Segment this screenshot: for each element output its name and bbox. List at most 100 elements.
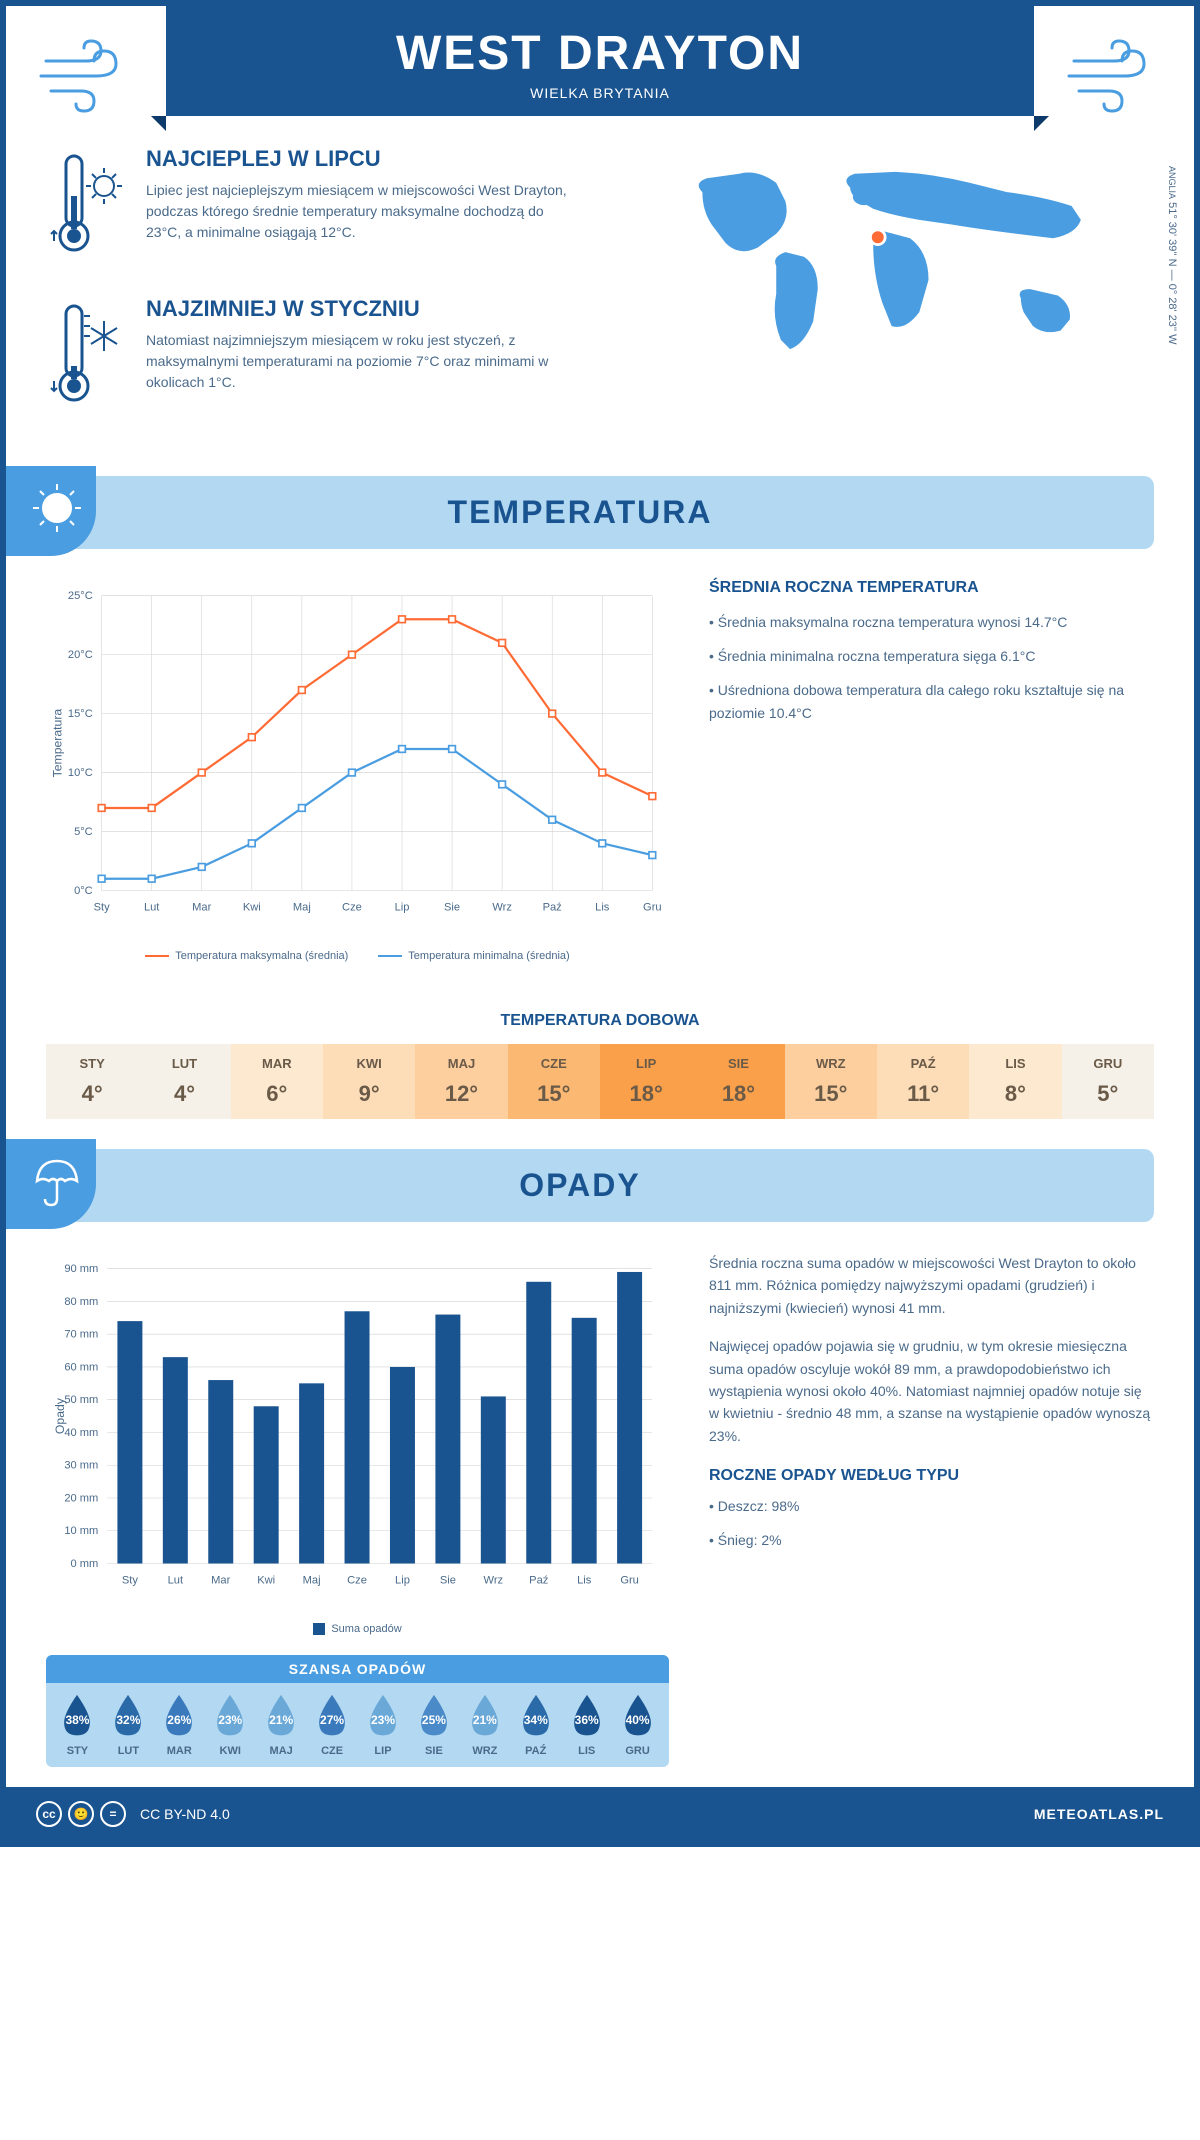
svg-text:80 mm: 80 mm — [64, 1296, 98, 1308]
chance-cell: 40%GRU — [612, 1693, 663, 1757]
by-icon: 🙂 — [68, 1801, 94, 1827]
svg-text:20 mm: 20 mm — [64, 1492, 98, 1504]
svg-text:Maj: Maj — [303, 1575, 321, 1587]
svg-text:Mar: Mar — [211, 1575, 230, 1587]
svg-text:Temperatura: Temperatura — [51, 709, 65, 778]
svg-text:40 mm: 40 mm — [64, 1427, 98, 1439]
cold-title: NAJZIMNIEJ W STYCZNIU — [146, 296, 580, 322]
svg-text:10°C: 10°C — [68, 767, 93, 779]
svg-text:50 mm: 50 mm — [64, 1394, 98, 1406]
temp-info-item: • Średnia minimalna roczna temperatura s… — [709, 645, 1154, 669]
chance-cell: 21%MAJ — [256, 1693, 307, 1757]
svg-text:Lip: Lip — [395, 902, 410, 914]
temp-info-item: • Średnia maksymalna roczna temperatura … — [709, 611, 1154, 635]
chance-title: SZANSA OPADÓW — [46, 1655, 669, 1683]
cc-icon: cc — [36, 1801, 62, 1827]
daily-cell: CZE15° — [508, 1044, 600, 1119]
svg-text:Mar: Mar — [192, 902, 211, 914]
daily-cell: PAŹ11° — [877, 1044, 969, 1119]
svg-text:Gru: Gru — [620, 1575, 639, 1587]
svg-text:Lut: Lut — [144, 902, 159, 914]
chance-cell: 34%PAŹ — [510, 1693, 561, 1757]
brand: METEOATLAS.PL — [1034, 1806, 1164, 1822]
svg-text:20°C: 20°C — [68, 649, 93, 661]
svg-text:10 mm: 10 mm — [64, 1525, 98, 1537]
coordinates: ANGLIA 51° 30' 39'' N — 0° 28' 23'' W — [1166, 166, 1178, 345]
thermometer-hot-icon — [46, 146, 126, 266]
world-map: ANGLIA 51° 30' 39'' N — 0° 28' 23'' W — [620, 146, 1154, 446]
legend-rain: Suma opadów — [313, 1623, 401, 1635]
umbrella-icon — [6, 1139, 96, 1229]
page-title: WEST DRAYTON — [166, 26, 1034, 81]
svg-text:Lip: Lip — [395, 1575, 410, 1587]
daily-cell: WRZ15° — [785, 1044, 877, 1119]
svg-text:Cze: Cze — [342, 902, 362, 914]
rain-bar-chart: 0 mm 10 mm 20 mm 30 mm 40 mm 50 mm 60 mm 70 mm 8… — [46, 1252, 669, 1635]
svg-text:Sie: Sie — [440, 1575, 456, 1587]
cold-text: Natomiast najzimniejszym miesiącem w rok… — [146, 330, 580, 393]
nd-icon: = — [100, 1801, 126, 1827]
svg-text:Lis: Lis — [577, 1575, 592, 1587]
svg-text:Cze: Cze — [347, 1575, 367, 1587]
svg-text:5°C: 5°C — [74, 826, 93, 838]
svg-text:Paź: Paź — [529, 1575, 548, 1587]
rain-paragraph-1: Średnia roczna suma opadów w miejscowośc… — [709, 1252, 1154, 1319]
daily-cell: SIE18° — [692, 1044, 784, 1119]
wind-icon — [36, 36, 136, 116]
warm-block: NAJCIEPLEJ W LIPCU Lipiec jest najcieple… — [46, 146, 580, 266]
chance-cell: 26%MAR — [154, 1693, 205, 1757]
svg-text:Lut: Lut — [168, 1575, 183, 1587]
rain-paragraph-2: Najwięcej opadów pojawia się w grudniu, … — [709, 1335, 1154, 1447]
rain-type-item: • Śnieg: 2% — [709, 1529, 1154, 1553]
svg-text:Paź: Paź — [543, 902, 562, 914]
svg-text:15°C: 15°C — [68, 708, 93, 720]
svg-text:25°C: 25°C — [68, 590, 93, 602]
chance-cell: 23%KWI — [205, 1693, 256, 1757]
chance-cell: 27%CZE — [307, 1693, 358, 1757]
warm-title: NAJCIEPLEJ W LIPCU — [146, 146, 580, 172]
rain-section-banner: OPADY — [6, 1149, 1154, 1222]
daily-cell: LIS8° — [969, 1044, 1061, 1119]
svg-text:Opady: Opady — [53, 1397, 67, 1434]
warm-text: Lipiec jest najcieplejszym miesiącem w m… — [146, 180, 580, 243]
wind-icon — [1064, 36, 1164, 116]
svg-text:90 mm: 90 mm — [64, 1263, 98, 1275]
daily-temperature-table: STY4°LUT4°MAR6°KWI9°MAJ12°CZE15°LIP18°SI… — [46, 1044, 1154, 1119]
daily-cell: LUT4° — [138, 1044, 230, 1119]
chance-cell: 21%WRZ — [459, 1693, 510, 1757]
thermometer-cold-icon — [46, 296, 126, 416]
svg-text:0°C: 0°C — [74, 885, 93, 897]
svg-text:Sty: Sty — [94, 902, 110, 914]
svg-text:70 mm: 70 mm — [64, 1329, 98, 1341]
chance-cell: 25%SIE — [408, 1693, 459, 1757]
temp-info-title: ŚREDNIA ROCZNA TEMPERATURA — [709, 579, 1154, 597]
svg-text:Wrz: Wrz — [484, 1575, 504, 1587]
daily-title: TEMPERATURA DOBOWA — [6, 1012, 1194, 1030]
svg-text:Lis: Lis — [595, 902, 610, 914]
daily-cell: MAJ12° — [415, 1044, 507, 1119]
chance-cell: 23%LIP — [358, 1693, 409, 1757]
legend-max: Temperatura maksymalna (średnia) — [145, 950, 348, 962]
page-subtitle: WIELKA BRYTANIA — [166, 85, 1034, 101]
footer: cc 🙂 = CC BY-ND 4.0 METEOATLAS.PL — [6, 1787, 1194, 1841]
svg-text:Sie: Sie — [444, 902, 460, 914]
daily-cell: KWI9° — [323, 1044, 415, 1119]
svg-text:Kwi: Kwi — [243, 902, 261, 914]
svg-text:60 mm: 60 mm — [64, 1361, 98, 1373]
daily-cell: GRU5° — [1062, 1044, 1154, 1119]
svg-text:0 mm: 0 mm — [71, 1558, 99, 1570]
chance-cell: 32%LUT — [103, 1693, 154, 1757]
rain-type-item: • Deszcz: 98% — [709, 1495, 1154, 1519]
rain-type-title: ROCZNE OPADY WEDŁUG TYPU — [709, 1467, 1154, 1485]
temperature-line-chart: 0°C5°C10°C15°C20°C25°CStyLutMarKwiMajCze… — [46, 579, 669, 962]
svg-text:30 mm: 30 mm — [64, 1460, 98, 1472]
svg-text:Wrz: Wrz — [492, 902, 512, 914]
rain-chance-row: 38%STY32%LUT26%MAR23%KWI21%MAJ27%CZE23%L… — [46, 1683, 669, 1767]
chance-cell: 38%STY — [52, 1693, 103, 1757]
sun-icon — [6, 466, 96, 556]
license-badge: cc 🙂 = CC BY-ND 4.0 — [36, 1801, 230, 1827]
chance-cell: 36%LIS — [561, 1693, 612, 1757]
temperature-section-banner: TEMPERATURA — [6, 476, 1154, 549]
cold-block: NAJZIMNIEJ W STYCZNIU Natomiast najzimni… — [46, 296, 580, 416]
daily-cell: MAR6° — [231, 1044, 323, 1119]
